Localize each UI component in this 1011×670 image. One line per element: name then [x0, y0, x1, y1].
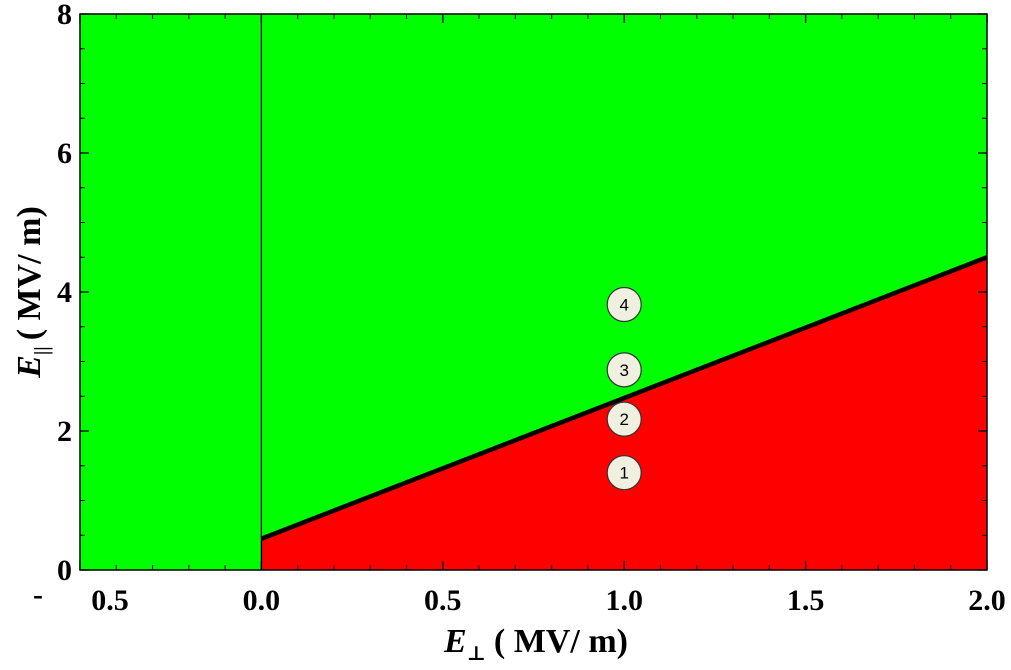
x-axis-subscript: ⊥	[467, 643, 486, 665]
y-tick-label: 6	[57, 137, 72, 170]
y-tick-label: 0	[57, 554, 72, 587]
x-tick-label: 2.0	[968, 584, 1006, 617]
boundary-line	[260, 255, 988, 541]
x-axis-title: E⊥ ( MV/ m)	[443, 623, 628, 665]
point-marker-circle	[606, 286, 642, 323]
y-axis-title: E|| ( MV/ m)	[11, 206, 53, 379]
y-tick-label: 8	[57, 0, 72, 31]
point-marker-label: 3	[619, 361, 628, 380]
x-axis-unit: ( MV/ m)	[494, 623, 628, 660]
point-marker-label: 4	[619, 296, 628, 315]
point-marker-circle	[606, 455, 642, 491]
point-marker-circle	[606, 401, 642, 437]
x-tick-label: 0.5	[424, 584, 462, 617]
ticks: 0.5 - 0.0 0.5 1.0 1.5 2.0 0 2 4 6 8	[33, 0, 1006, 617]
point-marker-4: 4	[606, 286, 642, 323]
y-axis-symbol: E	[11, 355, 48, 379]
point-marker-label: 1	[619, 464, 628, 483]
plot-area	[79, 13, 988, 571]
x-tick-prefix: -	[33, 578, 43, 611]
x-tick-label: 1.5	[787, 584, 825, 617]
point-marker-circle	[606, 352, 642, 388]
y-tick-label: 2	[57, 415, 72, 448]
point-marker-3: 3	[606, 352, 642, 388]
point-markers: 1 2 3 4	[606, 286, 642, 491]
x-tick-label: 0.0	[243, 584, 281, 617]
y-axis-unit: ( MV/ m)	[11, 206, 48, 340]
y-axis-subscript: ||	[31, 346, 53, 355]
y-tick-label: 4	[57, 276, 72, 309]
x-tick-label: 0.5	[91, 584, 129, 617]
point-marker-2: 2	[606, 401, 642, 437]
x-axis-symbol: E	[443, 623, 467, 660]
x-tick-label: 1.0	[605, 584, 643, 617]
point-marker-label: 2	[619, 410, 628, 429]
point-marker-1: 1	[606, 455, 642, 491]
